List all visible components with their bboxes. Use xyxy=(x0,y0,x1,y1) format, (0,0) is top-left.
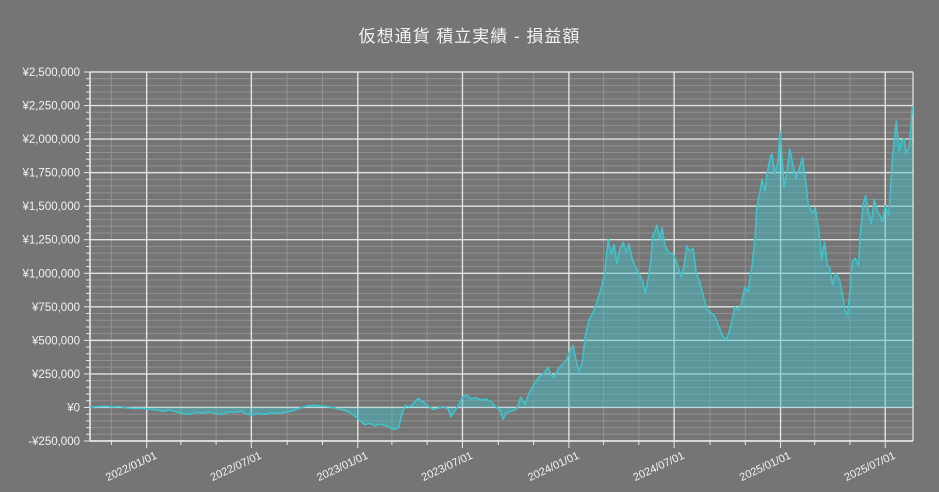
y-tick-label: ¥250,000 xyxy=(31,369,80,381)
y-tick-label: ¥2,250,000 xyxy=(21,101,80,113)
y-tick-label: ¥750,000 xyxy=(31,302,80,314)
x-tick-label: 2025/07/01 xyxy=(843,450,898,484)
x-tick-label: 2023/07/01 xyxy=(420,450,475,484)
y-tick-label: ¥1,750,000 xyxy=(21,168,80,180)
y-tick-label: ¥1,000,000 xyxy=(21,268,80,280)
series-area-fill xyxy=(90,106,913,430)
y-tick-label: ¥2,000,000 xyxy=(21,134,80,146)
plot-border xyxy=(89,72,914,442)
y-tick-label: ¥1,250,000 xyxy=(21,235,80,247)
y-tick-label: ¥500,000 xyxy=(31,335,80,347)
y-tick-label: ¥0 xyxy=(66,402,80,414)
x-tick-label: 2024/07/01 xyxy=(631,450,686,484)
chart-title: 仮想通貨 積立実績 - 損益額 xyxy=(358,27,581,46)
x-axis: 2022/01/01 2022/07/01 2023/01/01 2023/07/01… xyxy=(104,441,898,484)
y-tick-label: ¥2,500,000 xyxy=(21,67,80,79)
x-tick-label: 2024/01/01 xyxy=(526,450,581,484)
x-tick-label: 2023/01/01 xyxy=(315,450,370,484)
y-tick-label: -¥250,000 xyxy=(28,436,80,448)
series-profit-loss xyxy=(89,106,914,431)
x-tick-label: 2022/07/01 xyxy=(209,450,264,484)
y-axis: -¥250,000 ¥0 ¥250,000 ¥500,000 ¥750,000 ¥1,00… xyxy=(21,67,90,448)
x-tick-label: 2022/01/01 xyxy=(104,450,159,484)
series-line xyxy=(89,106,914,431)
x-tick-label: 2025/01/01 xyxy=(738,450,793,484)
y-tick-label: ¥1,500,000 xyxy=(21,201,80,213)
